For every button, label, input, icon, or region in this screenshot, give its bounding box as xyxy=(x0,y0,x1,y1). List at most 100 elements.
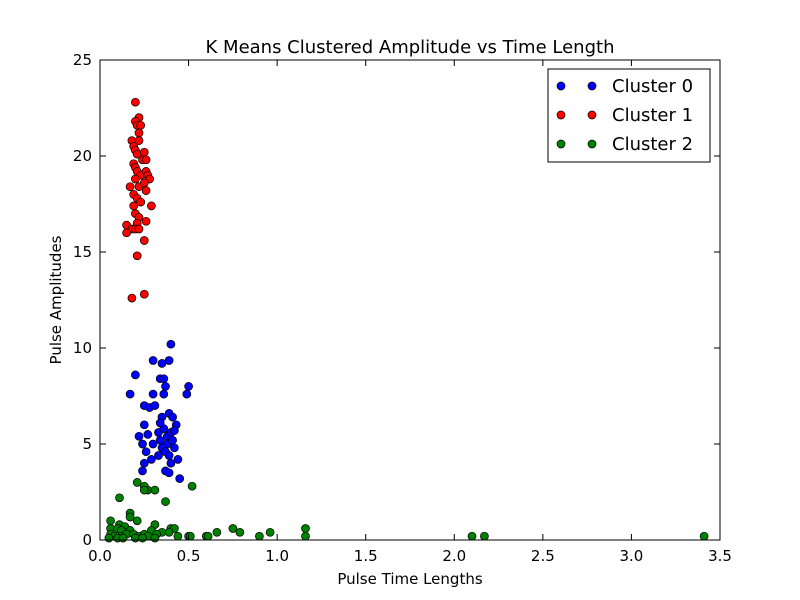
point-cluster-2 xyxy=(212,527,222,537)
point-cluster-0 xyxy=(170,426,179,435)
legend-marker-right-0 xyxy=(587,81,597,91)
point-cluster-1 xyxy=(131,174,140,184)
point-cluster-0 xyxy=(148,389,158,399)
x-axis-label: Pulse Time Lengths xyxy=(337,570,482,588)
legend-marker-right-2 xyxy=(587,139,597,149)
point-cluster-1 xyxy=(139,147,149,157)
point-cluster-0 xyxy=(131,370,140,380)
point-cluster-2 xyxy=(139,485,149,495)
point-cluster-2 xyxy=(203,531,213,541)
point-cluster-0 xyxy=(150,401,160,410)
point-cluster-0 xyxy=(139,420,149,430)
x-axis-ticks: 0.0 0.5 1.0 1.5 2.0 2.5 3.0 3.5 xyxy=(88,60,732,565)
point-cluster-2 xyxy=(185,531,195,541)
point-cluster-1 xyxy=(136,197,146,207)
point-cluster-1 xyxy=(132,251,142,261)
point-cluster-1 xyxy=(125,182,135,192)
x-tick-label: 3.0 xyxy=(619,547,643,565)
point-cluster-0 xyxy=(159,374,169,384)
x-tick-label: 2.0 xyxy=(442,547,466,565)
y-tick-label: 0 xyxy=(82,531,92,549)
point-cluster-2 xyxy=(173,531,183,541)
legend-marker-left-0 xyxy=(556,81,566,91)
y-tick-label: 10 xyxy=(73,339,92,357)
point-cluster-1 xyxy=(139,289,149,299)
point-cluster-1 xyxy=(139,236,149,245)
point-cluster-2 xyxy=(235,527,245,537)
legend-marker-right-1 xyxy=(587,110,597,120)
legend-box xyxy=(547,68,711,163)
point-cluster-2 xyxy=(255,531,264,541)
point-cluster-0 xyxy=(155,418,165,428)
y-tick-label: 15 xyxy=(73,243,92,261)
legend-marker-left-2 xyxy=(556,139,566,149)
x-tick-label: 3.5 xyxy=(708,547,732,565)
point-cluster-0 xyxy=(159,389,169,399)
legend: Cluster 0 Cluster 1 Cluster 2 xyxy=(547,68,711,163)
point-cluster-0 xyxy=(184,382,193,391)
point-cluster-2 xyxy=(301,524,310,533)
point-cluster-0 xyxy=(166,339,176,349)
y-axis-label: Pulse Amplitudes xyxy=(47,235,65,364)
point-cluster-0 xyxy=(182,389,192,399)
point-cluster-1 xyxy=(147,201,156,211)
point-cluster-1 xyxy=(136,120,146,130)
point-cluster-0 xyxy=(170,443,179,453)
point-cluster-2 xyxy=(480,531,489,541)
point-cluster-0 xyxy=(164,356,174,365)
point-cluster-0 xyxy=(161,382,170,391)
point-cluster-2 xyxy=(115,493,124,503)
point-cluster-1 xyxy=(122,228,131,238)
point-cluster-0 xyxy=(134,431,144,441)
y-tick-label: 25 xyxy=(73,51,92,69)
point-cluster-2 xyxy=(228,524,238,533)
point-cluster-1 xyxy=(139,178,149,188)
y-tick-label: 20 xyxy=(73,147,92,165)
point-cluster-2 xyxy=(106,516,115,526)
legend-marker-left-1 xyxy=(556,110,566,120)
point-cluster-0 xyxy=(138,439,147,449)
point-cluster-2 xyxy=(187,481,197,491)
point-cluster-0 xyxy=(148,439,158,449)
point-cluster-2 xyxy=(150,485,160,495)
point-cluster-2 xyxy=(132,478,142,487)
point-cluster-2 xyxy=(265,527,275,537)
x-tick-label: 0.0 xyxy=(88,547,112,565)
point-cluster-1 xyxy=(131,97,140,107)
y-tick-label: 5 xyxy=(82,435,92,453)
point-cluster-2 xyxy=(125,512,135,522)
point-cluster-2 xyxy=(301,531,310,541)
y-axis-ticks: 0 5 10 15 20 25 xyxy=(73,51,720,549)
x-tick-label: 1.5 xyxy=(354,547,378,565)
point-cluster-0 xyxy=(138,466,147,476)
point-cluster-0 xyxy=(164,468,174,478)
legend-label-0: Cluster 0 xyxy=(612,76,693,97)
point-cluster-2 xyxy=(150,533,160,543)
point-cluster-1 xyxy=(129,201,139,211)
legend-label-2: Cluster 2 xyxy=(612,134,693,155)
point-cluster-0 xyxy=(168,435,177,445)
point-cluster-2 xyxy=(104,533,114,543)
point-cluster-2 xyxy=(161,497,170,506)
points-layer xyxy=(104,97,709,543)
point-cluster-0 xyxy=(141,447,151,457)
point-cluster-0 xyxy=(166,458,176,468)
point-cluster-2 xyxy=(467,531,477,541)
point-cluster-0 xyxy=(154,451,163,460)
point-cluster-0 xyxy=(148,356,158,365)
point-cluster-0 xyxy=(173,455,183,464)
point-cluster-1 xyxy=(134,224,144,234)
point-cluster-2 xyxy=(138,533,147,543)
point-cluster-0 xyxy=(175,474,185,483)
point-cluster-0 xyxy=(139,458,149,468)
x-tick-label: 1.0 xyxy=(265,547,289,565)
legend-label-1: Cluster 1 xyxy=(612,105,693,126)
point-cluster-2 xyxy=(164,527,174,537)
point-cluster-1 xyxy=(134,128,144,138)
point-cluster-0 xyxy=(155,435,165,445)
point-cluster-0 xyxy=(125,389,135,399)
point-cluster-0 xyxy=(168,412,177,422)
point-cluster-2 xyxy=(699,531,709,541)
x-tick-label: 2.5 xyxy=(531,547,555,565)
